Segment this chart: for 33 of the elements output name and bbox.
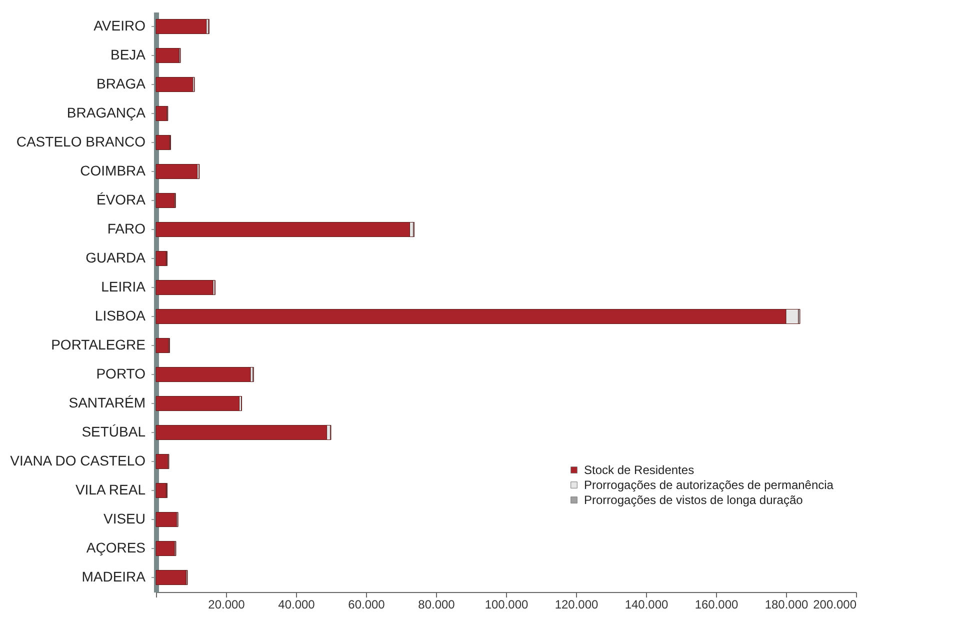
x-tick-label: 40.000 <box>278 598 316 612</box>
y-tick-label: GUARDA <box>86 250 146 266</box>
y-tick-label: BRAGA <box>96 76 146 92</box>
x-tick-label: 100.000 <box>484 598 529 612</box>
y-tick-label: LISBOA <box>94 308 146 324</box>
y-tick-label: PORTALEGRE <box>51 336 146 352</box>
legend-label: Prorrogações de vistos de longa duração <box>584 493 804 507</box>
y-tick-label: BEJA <box>110 46 146 62</box>
y-tick-label: VIANA DO CASTELO <box>10 452 146 468</box>
y-tick-label: AVEIRO <box>94 18 146 34</box>
y-tick-label: VILA REAL <box>75 482 146 498</box>
y-tick-label: CASTELO BRANCO <box>16 134 146 150</box>
x-tick-label: 160.000 <box>694 598 739 612</box>
x-tick-label: 20.000 <box>208 598 246 612</box>
y-tick-label: MADEIRA <box>82 568 146 584</box>
y-tick-label: SETÚBAL <box>82 424 146 440</box>
x-tick-label: 200.000 <box>813 598 857 612</box>
legend-label: Stock de Residentes <box>584 463 694 477</box>
y-tick-label: SANTARÉM <box>68 394 146 410</box>
x-tick-label: 180.000 <box>764 598 809 612</box>
x-tick-label: 80.000 <box>418 598 456 612</box>
x-tick-label: 60.000 <box>348 598 386 612</box>
legend-label: Prorrogações de autorizações de permanência <box>584 478 834 492</box>
x-tick-label: 120.000 <box>554 598 599 612</box>
y-tick-label: AÇORES <box>86 540 146 556</box>
y-tick-label: BRAGANÇA <box>66 104 146 120</box>
x-tick-label: 140.000 <box>624 598 669 612</box>
y-tick-label: FARO <box>107 220 146 236</box>
y-tick-label: LEIRIA <box>101 278 146 294</box>
y-tick-label: VISEU <box>103 510 146 526</box>
y-tick-label: ÉVORA <box>96 192 146 208</box>
y-tick-label: PORTO <box>96 366 146 382</box>
y-tick-label: COIMBRA <box>80 162 146 178</box>
